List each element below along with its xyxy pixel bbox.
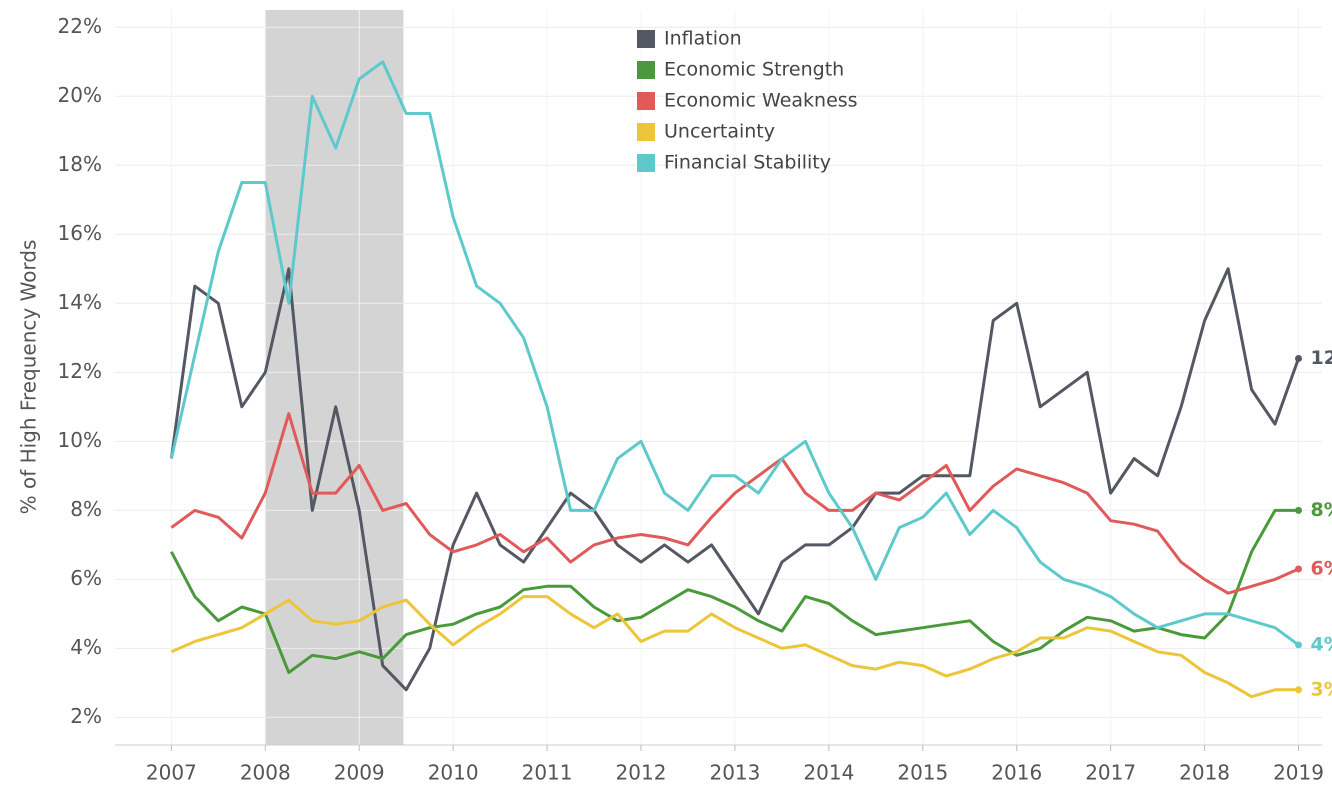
y-tick-label: 12% bbox=[58, 359, 102, 383]
y-tick-label: 14% bbox=[58, 290, 102, 314]
x-tick-label: 2011 bbox=[522, 761, 573, 785]
legend-label: Inflation bbox=[664, 28, 742, 50]
end-point bbox=[1295, 565, 1303, 573]
end-label: 4% bbox=[1311, 633, 1332, 655]
end-label: 12% bbox=[1311, 347, 1332, 369]
legend-label: Financial Stability bbox=[664, 152, 831, 174]
legend-swatch bbox=[637, 154, 655, 172]
y-tick-label: 8% bbox=[70, 497, 102, 521]
legend-swatch bbox=[637, 92, 655, 110]
series-line bbox=[170, 508, 1299, 674]
x-tick-label: 2013 bbox=[709, 761, 760, 785]
x-tick-label: 2012 bbox=[616, 761, 667, 785]
legend: Inflation Economic Strength Economic Weakn… bbox=[637, 28, 858, 174]
y-tick-label: 16% bbox=[58, 221, 102, 245]
x-tick-label: 2015 bbox=[897, 761, 948, 785]
y-tick-label: 6% bbox=[70, 566, 102, 590]
shaded-region bbox=[265, 10, 404, 745]
end-label: 3% bbox=[1311, 678, 1332, 700]
y-tick-label: 20% bbox=[58, 83, 102, 107]
end-point bbox=[1295, 355, 1303, 363]
x-tick-label: 2017 bbox=[1085, 761, 1136, 785]
y-tick-label: 10% bbox=[58, 428, 102, 452]
x-tick-label: 2007 bbox=[146, 761, 197, 785]
series-line bbox=[169, 267, 1300, 692]
legend-swatch bbox=[637, 123, 655, 141]
y-axis-label: % of High Frequency Words bbox=[17, 240, 41, 515]
x-tick-label: 2009 bbox=[334, 761, 385, 785]
series-line bbox=[170, 595, 1299, 699]
x-tick-label: 2018 bbox=[1179, 761, 1230, 785]
x-tick-label: 2008 bbox=[240, 761, 291, 785]
end-labels: 3% bbox=[1295, 678, 1332, 700]
y-tick-label: 22% bbox=[58, 14, 102, 38]
x-tick-label: 2019 bbox=[1273, 761, 1324, 785]
end-labels: 8% bbox=[1295, 499, 1332, 521]
y-tick-label: 2% bbox=[70, 704, 102, 728]
end-labels: 6% bbox=[1295, 558, 1332, 580]
end-point bbox=[1295, 506, 1303, 514]
end-point bbox=[1295, 686, 1303, 694]
series-line bbox=[169, 60, 1300, 647]
end-point bbox=[1295, 641, 1303, 649]
x-tick-label: 2010 bbox=[428, 761, 479, 785]
legend-label: Economic Weakness bbox=[664, 90, 858, 112]
x-tick-label: 2014 bbox=[803, 761, 854, 785]
end-label: 8% bbox=[1311, 499, 1332, 521]
legend-label: Uncertainty bbox=[664, 121, 775, 143]
legend-swatch bbox=[637, 61, 655, 79]
end-label: 6% bbox=[1311, 558, 1332, 580]
end-labels: 12% bbox=[1295, 347, 1332, 369]
end-labels: 4% bbox=[1295, 633, 1332, 655]
y-tick-label: 4% bbox=[70, 635, 102, 659]
legend-label: Economic Strength bbox=[664, 59, 844, 81]
legend-swatch bbox=[637, 30, 655, 48]
y-tick-label: 18% bbox=[58, 152, 102, 176]
series-line bbox=[170, 412, 1300, 595]
x-tick-label: 2016 bbox=[991, 761, 1042, 785]
